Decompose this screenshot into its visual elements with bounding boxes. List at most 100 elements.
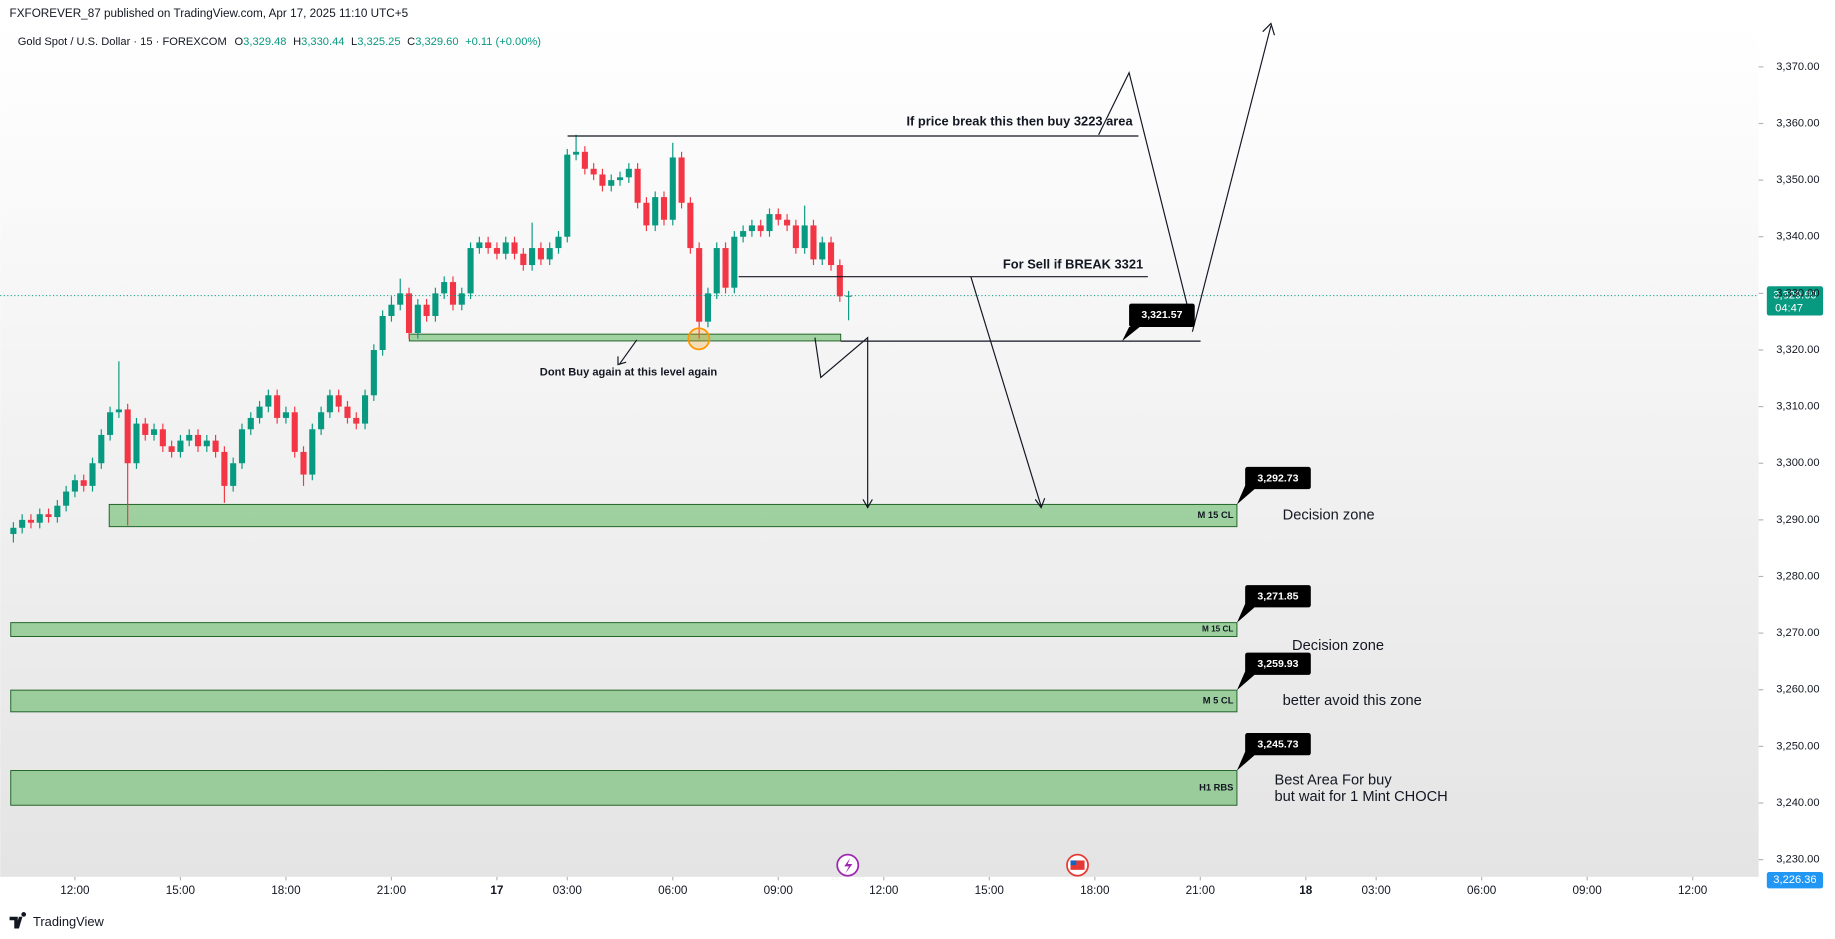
candle-body [142, 423, 149, 435]
x-tick-label: 06:00 [658, 884, 688, 897]
y-tick-label: 3,280.00 [1776, 570, 1819, 582]
annotation: For Sell if BREAK 3321 [1003, 256, 1143, 271]
x-tick-label: 03:00 [1361, 884, 1391, 897]
candle-body [353, 417, 360, 424]
candle-body [458, 293, 465, 305]
candle-body [71, 480, 78, 492]
candle-body [80, 480, 87, 486]
candle-body [449, 282, 457, 305]
candle-body [775, 214, 782, 220]
pointer-line [618, 339, 638, 365]
price-callout-label: 3,271.85 [1257, 591, 1298, 603]
y-tick-label: 3,340.00 [1776, 231, 1819, 243]
candle-body [238, 429, 246, 464]
candle-body [441, 282, 448, 294]
zone [408, 333, 842, 342]
zigzag-line [1098, 70, 1189, 308]
event-icon-bolt [844, 858, 853, 874]
x-tick-label: 21:00 [377, 884, 407, 897]
y-tick-label: 3,320.00 [1776, 344, 1819, 356]
legend-value: 3,329.60 [415, 36, 458, 48]
candle-body [247, 417, 254, 430]
candle-body [194, 434, 202, 447]
candle-body [713, 248, 720, 294]
candle-body [678, 157, 685, 203]
candle-body [54, 505, 61, 518]
plot-background [0, 22, 1759, 877]
candle-body [810, 225, 817, 260]
x-tick-label: 17 [490, 884, 503, 897]
legend-change: +0.11 (+0.00%) [465, 36, 541, 48]
candle-body [362, 395, 369, 424]
candle-body [107, 412, 114, 435]
candle-body [265, 395, 272, 407]
y-tick-label: 3,260.00 [1776, 684, 1819, 696]
legend-value: 3,325.25 [357, 36, 400, 48]
candle-body [282, 412, 289, 418]
zone-label: M 15 CL [1198, 510, 1234, 520]
zones [10, 333, 1238, 806]
zone [10, 689, 1238, 713]
flag-icon [1070, 860, 1077, 866]
candle-body [696, 248, 703, 322]
candle-body [159, 429, 166, 447]
callout-pointer [1236, 751, 1255, 771]
sell-arrow-line [970, 276, 1042, 507]
candle-body [757, 225, 764, 232]
candle-body [836, 265, 843, 297]
candle-body [792, 225, 799, 249]
zone-label: M 5 CL [1203, 695, 1234, 705]
candle-body [186, 434, 193, 441]
x-tick-label: 15:00 [975, 884, 1005, 897]
x-tick-label: 12:00 [60, 884, 90, 897]
candle-body [45, 514, 52, 518]
callout-pointer [1236, 603, 1255, 623]
x-tick-label: 09:00 [1573, 884, 1603, 897]
grid [74, 66, 1764, 881]
candle-body [573, 151, 580, 155]
up-arrow-line [1191, 25, 1272, 332]
y-tick-label: 3,350.00 [1776, 174, 1819, 186]
low-price-label: 3,226.36 [1773, 874, 1816, 886]
brand-logo [9, 912, 27, 929]
candle-body [10, 527, 17, 535]
y-tick-label: 3,250.00 [1776, 740, 1819, 752]
candle-body [63, 491, 70, 506]
candle-body [590, 168, 597, 175]
candle-body [643, 202, 650, 226]
candle-body [722, 248, 729, 288]
candle-body [599, 174, 606, 186]
candle-body [581, 151, 588, 169]
arrow-head [862, 499, 873, 509]
candle-body [819, 242, 826, 260]
y-tick-label: 3,360.00 [1776, 117, 1819, 129]
candle-body [704, 293, 712, 322]
y-tick-label: 3,240.00 [1776, 797, 1819, 809]
price-callout-label: 3,245.73 [1257, 739, 1298, 751]
price-callout [1245, 733, 1311, 756]
candle-body [300, 451, 307, 475]
y-tick-label: 3,300.00 [1776, 457, 1819, 469]
x-tick-label: 21:00 [1186, 884, 1216, 897]
symbol: Gold Spot / U.S. Dollar · 15 · FOREXCOM [18, 36, 227, 48]
candle-body [652, 197, 659, 226]
candle-body [168, 446, 175, 452]
candle-body [731, 236, 738, 288]
candle-body [669, 157, 676, 220]
candle-body [748, 225, 755, 232]
candle-body [133, 423, 140, 464]
candle-body [537, 248, 544, 260]
candle-body [502, 242, 509, 254]
candle-body [555, 236, 562, 249]
candle-body [318, 412, 325, 430]
candle-body [423, 304, 430, 317]
y-tick-label: 3,370.00 [1776, 61, 1819, 73]
y-tick-label: 3,330.00 [1776, 287, 1819, 299]
candle-body [230, 463, 237, 486]
zone [10, 622, 1238, 637]
candle-body [124, 409, 131, 464]
x-tick-label: 12:00 [1678, 884, 1708, 897]
zone-note: Best Area For buy [1274, 773, 1392, 789]
candle-body [608, 180, 615, 186]
candle-body [616, 177, 624, 181]
